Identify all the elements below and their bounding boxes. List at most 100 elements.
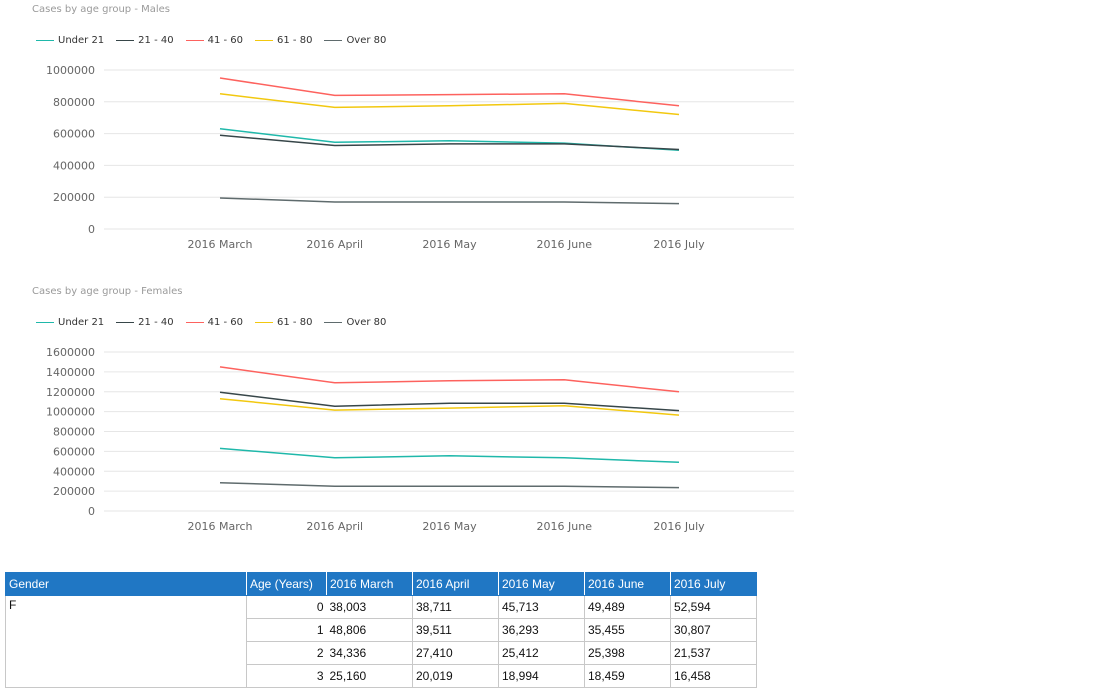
y-tick-label: 200000: [53, 485, 95, 498]
value-cell: 38,711: [412, 595, 499, 619]
series-line-41-60[interactable]: [219, 77, 680, 107]
chart-plot-area: 0 200000 400000 600000 800000 1000000 2016 Mar…: [46, 64, 794, 251]
table-row: F 0 38,003 38,711 45,713 49,489 52,594: [5, 595, 757, 688]
table-row: 3 25,160 20,019 18,994 18,459 16,458: [6, 664, 757, 688]
value-cell: 38,003: [326, 595, 413, 619]
legend-swatch: [36, 39, 54, 41]
legend-label: Under 21: [58, 34, 105, 46]
y-tick-label: 1600000: [46, 346, 95, 359]
legend-item-under-21[interactable]: Under 21: [36, 35, 104, 46]
legend-item-21-40[interactable]: 21 - 40: [116, 316, 174, 328]
y-tick-label: 400000: [53, 465, 95, 478]
value-cell: 36,293: [498, 618, 585, 642]
header-2016-may[interactable]: 2016 May: [498, 572, 585, 596]
y-tick-label: 200000: [53, 191, 95, 204]
gender-cell: F: [5, 595, 247, 688]
legend-item-61-80[interactable]: 61 - 80: [255, 35, 312, 46]
x-tick-label: 2016 April: [306, 238, 363, 251]
legend-label: 41 - 60: [207, 34, 244, 46]
legend-item-41-60[interactable]: 41 - 60: [185, 316, 244, 328]
x-tick-label: 2016 July: [653, 238, 705, 251]
legend-item-61-80[interactable]: 61 - 80: [255, 317, 312, 328]
y-tick-label: 800000: [53, 426, 95, 439]
series-line-under-21[interactable]: [219, 128, 680, 152]
legend-label: 41 - 60: [207, 316, 244, 328]
legend-swatch: [324, 321, 343, 323]
y-tick-label: 0: [88, 505, 95, 518]
x-tick-label: 2016 June: [537, 238, 593, 251]
chart-legend: Under 21 21 - 40 41 - 60 61 - 80 Over 80: [36, 315, 398, 329]
series-line-61-80[interactable]: [219, 93, 680, 116]
value-cell: 20,019: [412, 664, 499, 688]
y-tick-label: 0: [88, 223, 95, 236]
series-line-41-60[interactable]: [219, 366, 680, 393]
age-cell: 3: [246, 664, 327, 688]
legend-item-over-80[interactable]: Over 80: [324, 317, 386, 328]
legend-swatch: [255, 321, 274, 323]
value-cell: 25,160: [326, 664, 413, 688]
value-cell: 16,458: [670, 664, 757, 688]
header-2016-june[interactable]: 2016 June: [584, 572, 671, 596]
value-cell: 18,459: [584, 664, 671, 688]
value-cell: 25,398: [584, 641, 671, 665]
y-tick-label: 600000: [53, 445, 95, 458]
series-line-21-40[interactable]: [219, 391, 680, 412]
legend-label: 21 - 40: [138, 316, 174, 328]
header-gender[interactable]: Gender: [5, 572, 247, 596]
value-cell: 48,806: [326, 618, 413, 642]
x-tick-label: 2016 May: [422, 520, 477, 533]
age-cell: 0: [246, 595, 327, 619]
legend-label: 61 - 80: [277, 316, 313, 328]
header-2016-march[interactable]: 2016 March: [326, 572, 413, 596]
table-row: 1 48,806 39,511 36,293 35,455 30,807: [6, 618, 757, 642]
legend-label: 61 - 80: [277, 34, 313, 46]
cases-table: Gender Age (Years) 2016 March 2016 April…: [5, 572, 757, 688]
legend-swatch: [324, 39, 343, 41]
legend-swatch: [185, 39, 204, 41]
legend-label: Over 80: [346, 34, 387, 46]
y-tick-label: 1400000: [46, 366, 95, 379]
age-cell: 1: [246, 618, 327, 642]
legend-swatch: [36, 321, 54, 323]
legend-label: 21 - 40: [138, 34, 174, 46]
chart-legend: Under 21 21 - 40 41 - 60 61 - 80 Over 80: [36, 33, 398, 47]
y-tick-label: 800000: [53, 96, 95, 109]
y-tick-label: 400000: [53, 159, 95, 172]
y-tick-label: 600000: [53, 128, 95, 141]
legend-item-21-40[interactable]: 21 - 40: [116, 34, 174, 46]
legend-item-under-21[interactable]: Under 21: [36, 317, 104, 328]
value-cell: 35,455: [584, 618, 671, 642]
y-tick-label: 1000000: [46, 406, 95, 419]
header-2016-april[interactable]: 2016 April: [412, 572, 499, 596]
series-line-over-80[interactable]: [219, 197, 680, 205]
legend-swatch: [185, 321, 204, 323]
value-cell: 18,994: [498, 664, 585, 688]
header-age[interactable]: Age (Years): [246, 572, 327, 596]
value-cell: 45,713: [498, 595, 585, 619]
x-tick-label: 2016 July: [653, 520, 705, 533]
chart-title: Cases by age group - Females: [32, 286, 183, 297]
y-tick-label: 1200000: [46, 386, 95, 399]
x-tick-label: 2016 May: [422, 238, 477, 251]
header-2016-july[interactable]: 2016 July: [670, 572, 757, 596]
legend-item-41-60[interactable]: 41 - 60: [185, 34, 244, 46]
value-cell: 39,511: [412, 618, 499, 642]
x-tick-label: 2016 April: [306, 520, 363, 533]
chart-plot-area: 0 200000 400000 600000 800000 1000000 1200000 1…: [46, 346, 794, 533]
series-line-over-80[interactable]: [219, 481, 680, 489]
series-line-under-21[interactable]: [219, 447, 680, 464]
table-row: 2 34,336 27,410 25,412 25,398 21,537: [6, 641, 757, 665]
table-header-row: Gender Age (Years) 2016 March 2016 April…: [5, 572, 757, 596]
x-tick-label: 2016 June: [537, 520, 593, 533]
legend-label: Under 21: [58, 316, 105, 328]
series-line-21-40[interactable]: [219, 134, 680, 151]
value-cell: 27,410: [412, 641, 499, 665]
legend-item-over-80[interactable]: Over 80: [324, 35, 386, 46]
value-cell: 52,594: [670, 595, 757, 619]
legend-swatch: [116, 321, 135, 323]
x-tick-label: 2016 March: [187, 238, 252, 251]
legend-swatch: [116, 39, 135, 41]
x-tick-label: 2016 March: [187, 520, 252, 533]
series-line-61-80[interactable]: [219, 397, 680, 416]
